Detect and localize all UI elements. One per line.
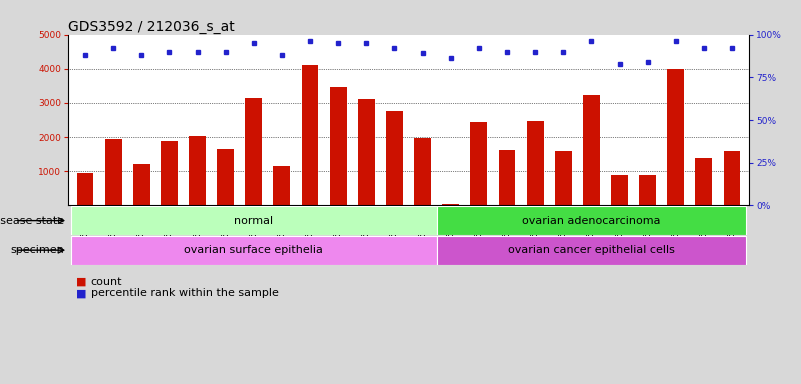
Bar <box>330 87 347 205</box>
Bar <box>273 166 290 205</box>
Text: ovarian adenocarcinoma: ovarian adenocarcinoma <box>522 215 661 226</box>
Bar <box>386 111 403 205</box>
Bar <box>639 175 656 205</box>
Bar <box>77 173 94 205</box>
Text: specimen: specimen <box>10 245 64 255</box>
Bar <box>437 206 746 235</box>
Bar <box>133 164 150 205</box>
Text: normal: normal <box>234 215 273 226</box>
Bar <box>583 95 600 205</box>
Bar <box>217 149 234 205</box>
Bar <box>189 136 206 205</box>
Bar <box>723 151 740 205</box>
Bar <box>161 141 178 205</box>
Bar <box>71 206 437 235</box>
Text: count: count <box>91 277 122 287</box>
Text: ■: ■ <box>76 277 87 287</box>
Bar <box>695 158 712 205</box>
Bar <box>555 151 572 205</box>
Bar <box>302 65 319 205</box>
Bar <box>498 150 515 205</box>
Bar <box>442 204 459 205</box>
Bar <box>414 138 431 205</box>
Text: ovarian surface epithelia: ovarian surface epithelia <box>184 245 324 255</box>
Bar <box>245 98 262 205</box>
Bar <box>470 122 487 205</box>
Bar <box>105 139 122 205</box>
Text: GDS3592 / 212036_s_at: GDS3592 / 212036_s_at <box>68 20 235 33</box>
Text: ovarian cancer epithelial cells: ovarian cancer epithelial cells <box>508 245 674 255</box>
Bar <box>358 99 375 205</box>
Text: ■: ■ <box>76 288 87 298</box>
Bar <box>527 121 544 205</box>
Bar <box>667 69 684 205</box>
Text: percentile rank within the sample: percentile rank within the sample <box>91 288 279 298</box>
Text: disease state: disease state <box>0 215 64 226</box>
Bar <box>437 236 746 265</box>
Bar <box>611 175 628 205</box>
Bar <box>71 236 437 265</box>
